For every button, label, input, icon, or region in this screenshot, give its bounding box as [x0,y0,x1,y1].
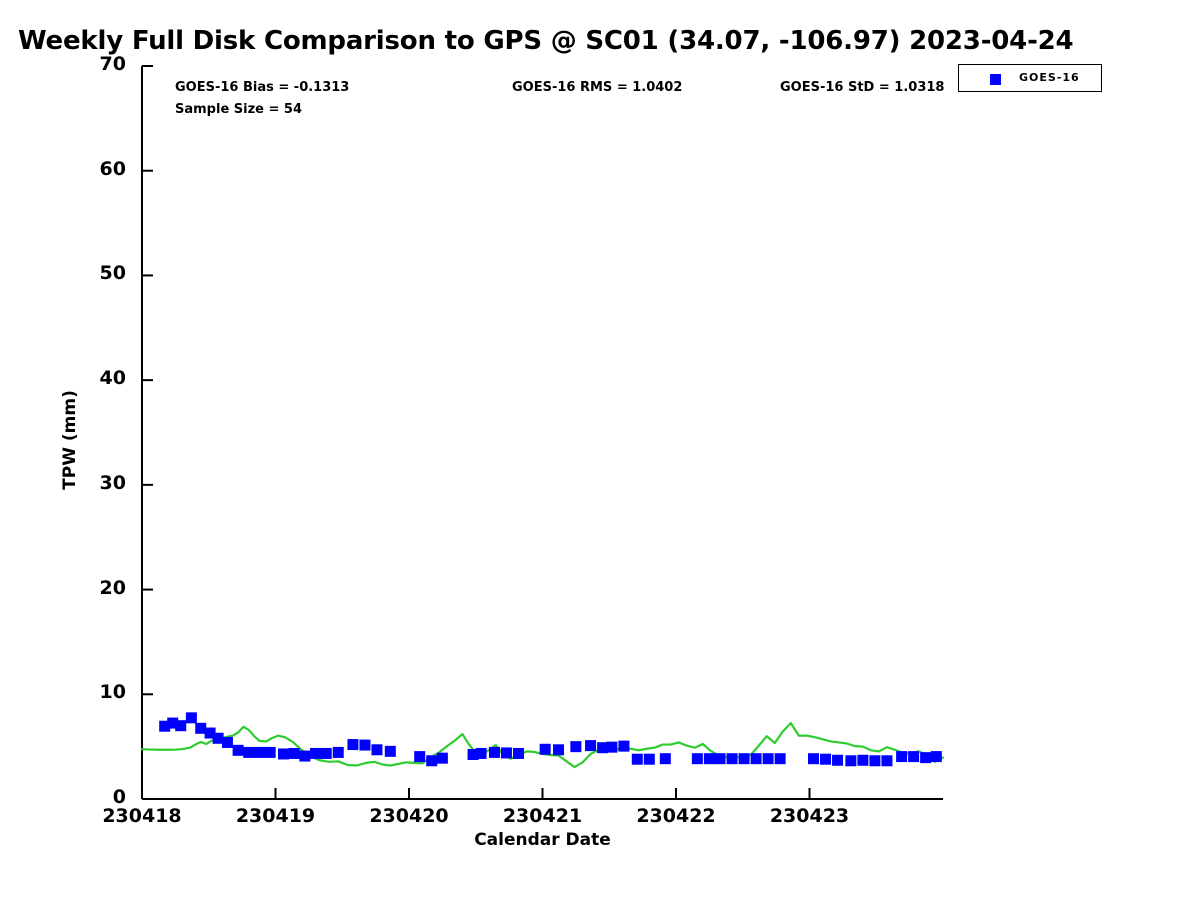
data-point-marker-goes16 [930,751,942,763]
data-point-marker-goes16 [488,746,500,758]
data-point-marker-goes16 [371,744,383,756]
data-point-marker-goes16 [436,752,448,764]
data-point-marker-goes16 [703,753,715,765]
data-point-marker-goes16 [299,750,311,762]
data-point-marker-goes16 [618,740,630,752]
data-point-marker-goes16 [750,753,762,765]
x-axis-tick-label: 230422 [636,805,716,827]
data-point-marker-goes16 [384,745,396,757]
data-point-marker-goes16 [774,753,786,765]
y-axis-tick-label: 60 [99,157,126,180]
data-point-marker-goes16 [606,741,618,753]
data-point-marker-goes16 [869,755,881,767]
data-point-marker-goes16 [585,740,597,752]
stat-sample-size-label: Sample Size = 54 [175,102,303,117]
x-axis-tick-label: 230418 [102,805,182,827]
x-axis-title: Calendar Date [474,830,611,850]
data-point-marker-goes16 [762,753,774,765]
x-axis-tick-label: 230419 [235,805,316,827]
data-point-marker-goes16 [332,746,344,758]
data-point-marker-goes16 [857,754,869,766]
page-title: Weekly Full Disk Comparison to GPS @ SC0… [18,26,1074,56]
data-point-marker-goes16 [320,747,332,759]
data-point-marker-goes16 [908,751,920,763]
data-point-marker-goes16 [553,744,565,756]
legend-label-goes16: GOES-16 [1019,71,1080,84]
data-point-marker-goes16 [808,753,820,765]
series-marker-group [159,712,942,767]
stat-rms-label: GOES-16 RMS = 1.0402 [512,80,683,95]
y-axis-tick-label: 40 [99,367,126,390]
data-point-marker-goes16 [631,753,643,765]
data-point-marker-goes16 [738,753,750,765]
y-axis-tick-label: 10 [99,681,126,704]
data-point-marker-goes16 [896,751,908,763]
data-point-marker-goes16 [221,736,233,748]
y-axis-tick-label: 20 [99,576,126,599]
data-point-marker-goes16 [232,744,244,756]
x-axis-ticks [141,788,811,799]
data-point-marker-goes16 [726,753,738,765]
data-point-marker-goes16 [512,747,524,759]
data-point-marker-goes16 [426,755,438,767]
data-point-marker-goes16 [691,753,703,765]
data-point-marker-goes16 [659,753,671,765]
data-point-marker-goes16 [243,746,255,758]
data-point-marker-goes16 [475,747,487,759]
data-point-marker-goes16 [204,727,216,739]
data-point-marker-goes16 [920,752,932,764]
data-point-marker-goes16 [253,746,265,758]
x-axis-tick-label: 230420 [369,805,449,827]
data-point-marker-goes16 [570,741,582,753]
data-point-marker-goes16 [159,720,171,732]
data-point-marker-goes16 [175,720,187,732]
data-point-marker-goes16 [539,743,551,755]
data-point-marker-goes16 [167,717,179,729]
data-point-marker-goes16 [467,748,479,760]
data-point-marker-goes16 [264,746,276,758]
legend-swatch-goes16-icon [990,74,1001,85]
data-point-marker-goes16 [278,748,290,760]
stat-std-label: GOES-16 StD = 1.0318 [780,80,945,95]
y-axis-tick-label: 0 [112,786,126,808]
y-axis-tick-label: 50 [99,262,126,285]
y-axis-tick-label: 30 [99,471,126,494]
data-point-marker-goes16 [359,739,371,751]
data-point-marker-goes16 [832,754,844,766]
data-point-marker-goes16 [414,751,426,763]
data-point-marker-goes16 [881,755,893,767]
data-point-marker-goes16 [820,753,832,765]
data-point-marker-goes16 [347,739,359,751]
y-axis-title: TPW (mm) [60,390,80,490]
data-point-marker-goes16 [212,732,224,744]
data-point-marker-goes16 [185,712,197,724]
data-point-marker-goes16 [714,753,726,765]
x-axis-tick-label: 230421 [502,805,583,827]
y-axis-ticks [142,65,153,800]
data-point-marker-goes16 [845,755,857,767]
stat-bias-label: GOES-16 Bias = -0.1313 [175,80,350,95]
data-point-marker-goes16 [643,753,655,765]
data-point-marker-goes16 [288,747,300,759]
x-axis-tick-label: 230423 [769,805,850,827]
axes [141,66,943,800]
data-point-marker-goes16 [310,747,322,759]
data-point-marker-goes16 [597,742,609,754]
y-axis-tick-label: 70 [99,53,126,75]
data-point-marker-goes16 [500,747,512,759]
legend: GOES-16 [958,64,1102,92]
data-point-marker-goes16 [195,722,207,734]
